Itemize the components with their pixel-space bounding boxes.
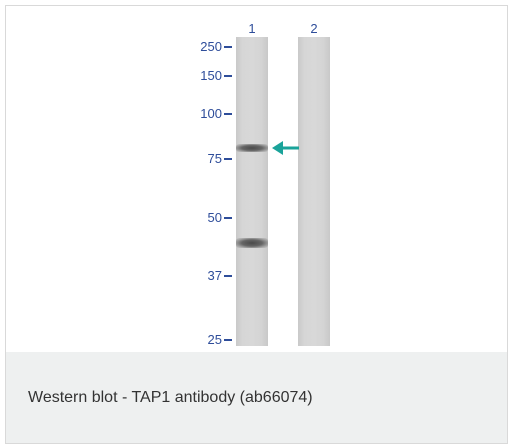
lane-2-label: 2 <box>310 21 318 36</box>
band-upper <box>236 144 268 152</box>
marker-25: 25 <box>172 332 232 348</box>
marker-100: 100 <box>172 106 232 122</box>
western-blot-image: 1 2 250 150 100 75 50 37 25 <box>6 6 507 352</box>
marker-50: 50 <box>172 210 232 226</box>
lane-1-label: 1 <box>248 21 256 36</box>
figure-frame: 1 2 250 150 100 75 50 37 25 <box>5 5 508 444</box>
band-lower <box>236 238 268 248</box>
caption-bar: Western blot - TAP1 antibody (ab66074) <box>6 352 507 443</box>
lane-1 <box>236 37 268 346</box>
caption-text: Western blot - TAP1 antibody (ab66074) <box>28 389 313 406</box>
marker-37: 37 <box>172 268 232 284</box>
marker-250: 250 <box>172 39 232 55</box>
marker-150: 150 <box>172 68 232 84</box>
marker-75: 75 <box>172 151 232 167</box>
arrow-left-icon <box>272 141 299 155</box>
lane-2 <box>298 37 330 346</box>
